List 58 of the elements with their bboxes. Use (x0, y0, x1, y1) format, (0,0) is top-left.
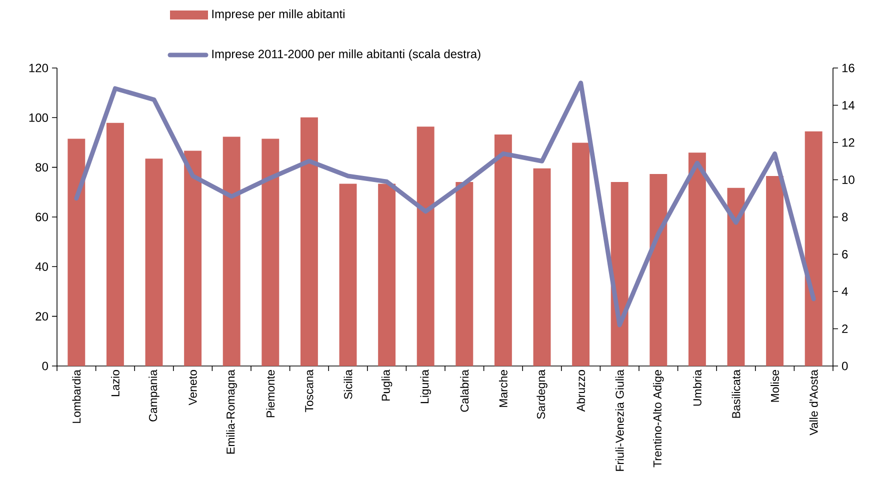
y2-tick-label: 12 (842, 138, 854, 147)
bar (106, 122, 124, 366)
y2-tick-label: 14 (842, 101, 855, 110)
bar (533, 168, 551, 366)
x-tick-label: Valle d'Aosta (809, 370, 818, 436)
x-tick-label: Emilia-Romagna (226, 370, 237, 454)
x-tick-label: Lombardia (72, 370, 81, 423)
x-tick-label: Toscana (305, 370, 314, 412)
x-tick-label: Lazio (110, 370, 120, 396)
x-tick-label: Molise (770, 370, 780, 402)
x-tick-label: Friuli-Venezia Giulia (615, 370, 624, 471)
y2-tick-label: 16 (842, 64, 854, 72)
bar (456, 182, 474, 366)
y-tick-label: 0 (42, 362, 48, 370)
bar (262, 138, 280, 366)
bar (494, 134, 512, 366)
y-tick-label: 60 (36, 212, 48, 222)
x-tick-label: Sardegna (536, 370, 548, 419)
legend-label: Imprese per mille abitanti (212, 9, 344, 21)
bar (68, 138, 86, 366)
x-tick-label: Liguria (420, 370, 431, 404)
y2-tick-label: 10 (842, 175, 854, 184)
line-series (74, 80, 816, 328)
x-tick-label: Calabria (460, 370, 469, 412)
legend-label: Imprese 2011-2000 per mille abitanti (scala destra) (212, 49, 480, 61)
x-tick-label: Piemonte (266, 370, 275, 418)
bar (688, 152, 706, 366)
bar (572, 142, 590, 366)
y2-tick-label: 6 (842, 250, 848, 258)
bar (145, 158, 163, 366)
bar (650, 174, 668, 366)
y-tick-label: 120 (29, 64, 48, 72)
x-tick-label: Sicilia (344, 370, 352, 400)
y2-tick-label: 8 (842, 212, 848, 222)
y-tick-label: 40 (35, 262, 48, 271)
bar (339, 184, 357, 366)
y2-tick-label: 2 (842, 324, 848, 333)
bar (184, 150, 202, 366)
bar (300, 117, 318, 366)
bar (416, 126, 434, 366)
y2-tick-label: 4 (842, 287, 848, 296)
y-tick-label: 100 (29, 113, 48, 122)
y-tick-label: 20 (36, 312, 48, 321)
x-tick-label: Basilicata (732, 370, 740, 418)
bar (222, 136, 240, 366)
x-tick-label: Marche (498, 370, 508, 407)
bar (766, 176, 784, 366)
x-tick-label: Umbria (692, 370, 702, 406)
x-tick-label: Trentino-Alto Adige (653, 370, 664, 468)
bar (378, 184, 396, 366)
y2-tick-label: 0 (842, 362, 848, 370)
x-tick-label: Veneto (188, 370, 197, 406)
x-tick-label: Campania (148, 370, 160, 422)
y-tick-label: 80 (36, 163, 48, 172)
x-tick-label: Puglia (381, 370, 392, 401)
x-tick-label: Abruzzo (576, 370, 586, 412)
bar (804, 131, 822, 366)
bar (727, 188, 745, 366)
